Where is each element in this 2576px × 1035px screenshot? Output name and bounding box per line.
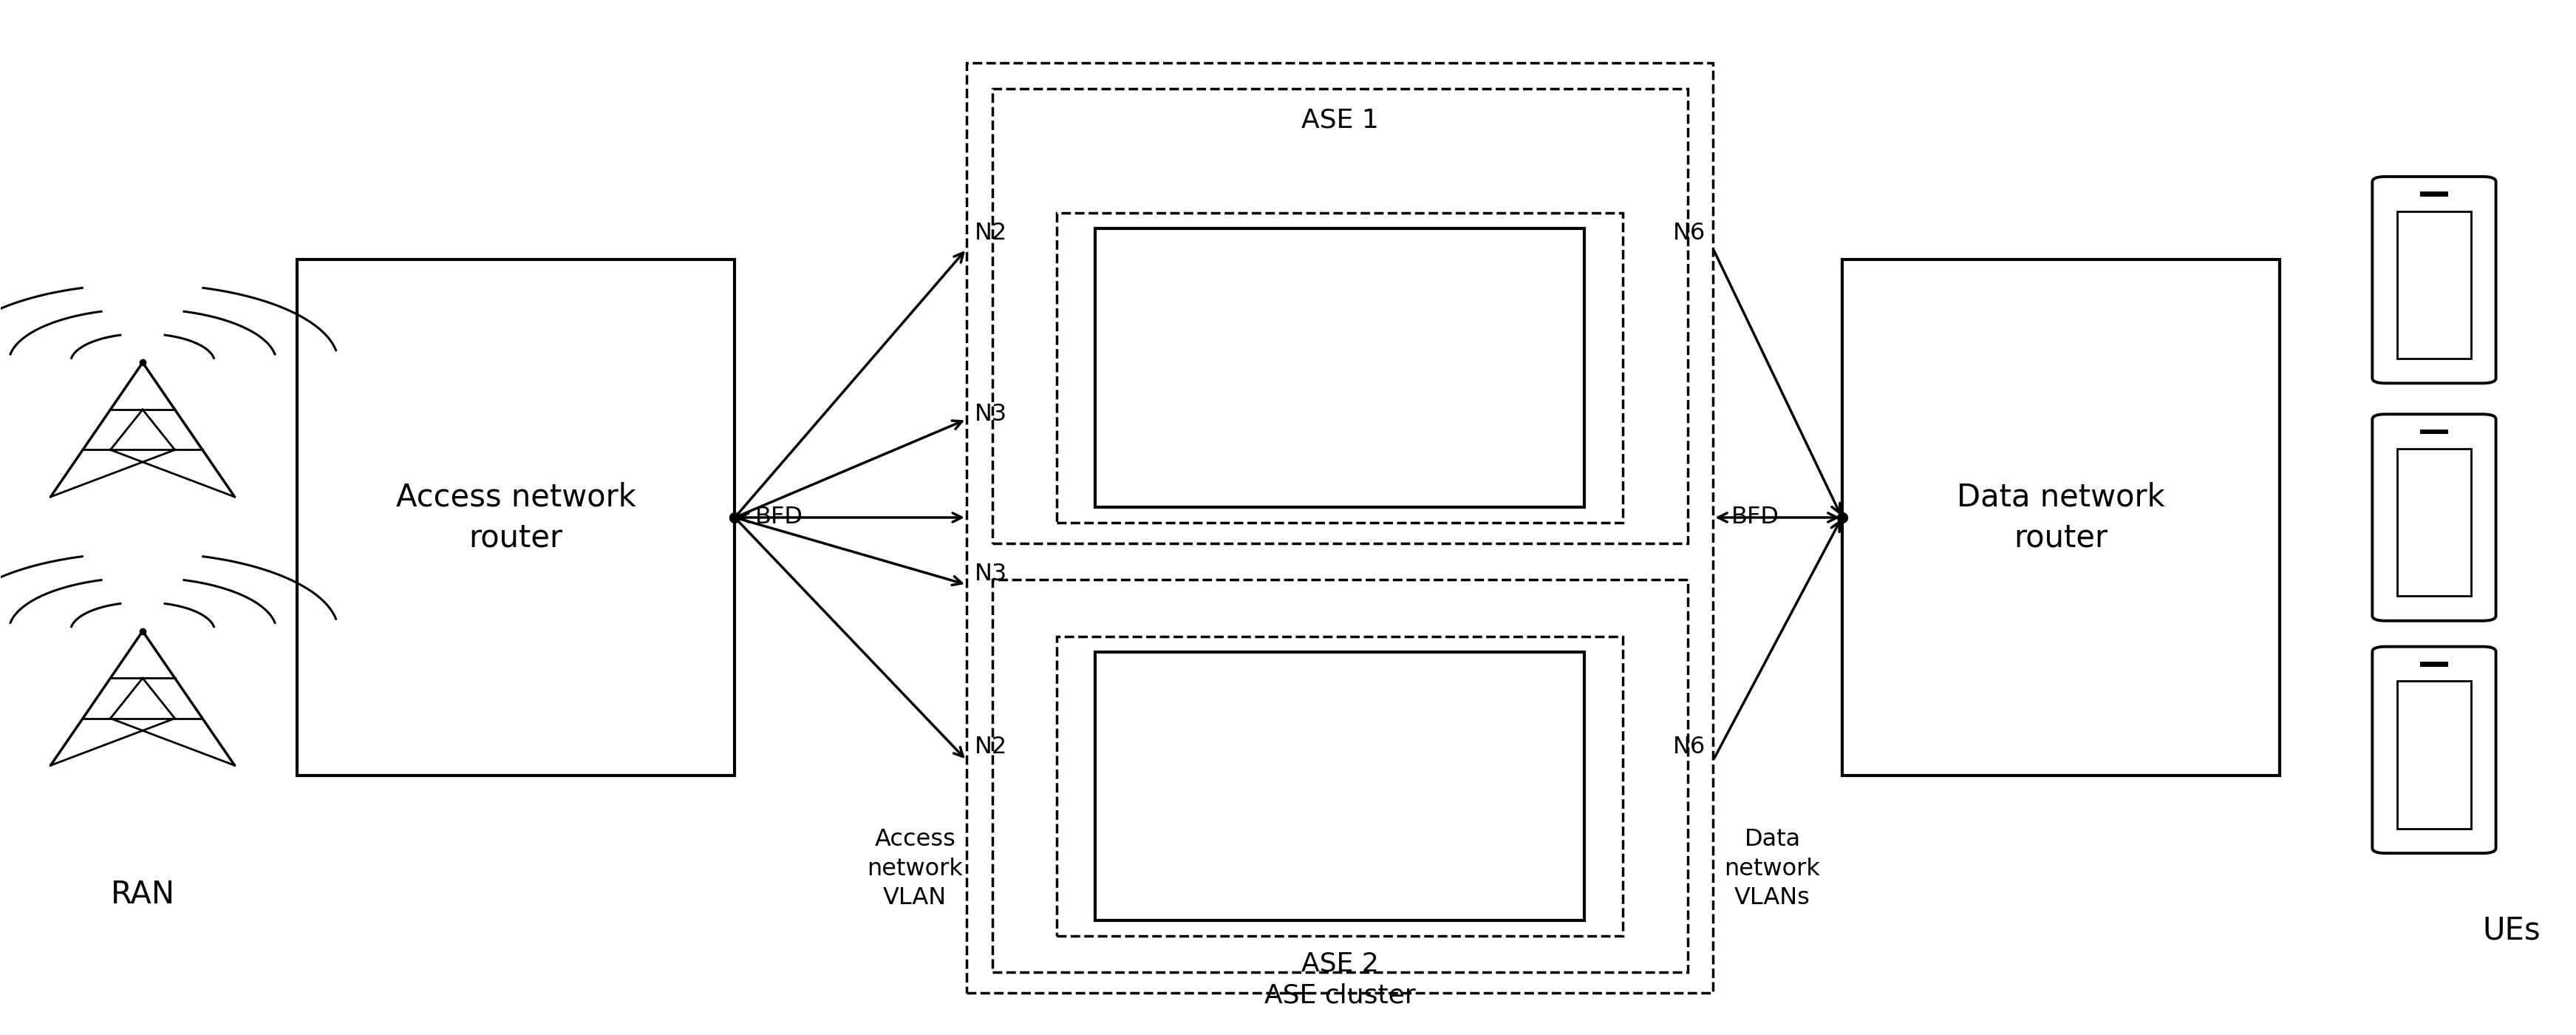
- Text: Data
network
VLANs: Data network VLANs: [1723, 828, 1819, 910]
- Bar: [1095, 229, 1584, 507]
- Text: N6: N6: [1672, 221, 1705, 245]
- Bar: [296, 259, 734, 776]
- Text: BFD: BFD: [755, 506, 804, 529]
- Text: N2: N2: [974, 221, 1007, 245]
- Bar: [2396, 211, 2470, 358]
- Text: UEs: UEs: [2481, 915, 2540, 946]
- Bar: [966, 63, 1713, 993]
- Text: N3: N3: [974, 403, 1007, 425]
- Bar: [1842, 259, 2280, 776]
- Bar: [1095, 652, 1584, 920]
- Text: N2: N2: [974, 735, 1007, 759]
- Bar: [992, 580, 1687, 972]
- Bar: [2396, 681, 2470, 828]
- Text: BFD: BFD: [1731, 506, 1780, 529]
- Bar: [2419, 661, 2447, 667]
- Text: ASE 2: ASE 2: [1301, 951, 1378, 976]
- Bar: [2419, 430, 2447, 434]
- Text: Packet Core: Packet Core: [1260, 355, 1419, 380]
- Text: N6: N6: [1672, 735, 1705, 759]
- Text: ASE cluster: ASE cluster: [1265, 983, 1414, 1008]
- Text: RAN: RAN: [111, 879, 175, 910]
- Bar: [1056, 213, 1623, 523]
- Text: Access network
router: Access network router: [397, 481, 636, 554]
- Bar: [2396, 449, 2470, 596]
- Text: N3: N3: [974, 563, 1007, 586]
- Text: Packet Core: Packet Core: [1260, 758, 1419, 783]
- Text: ASE 1: ASE 1: [1301, 108, 1378, 132]
- Text: Access
network
VLAN: Access network VLAN: [866, 828, 963, 910]
- Bar: [1056, 637, 1623, 936]
- FancyBboxPatch shape: [2372, 414, 2496, 621]
- Bar: [992, 89, 1687, 543]
- Text: Data network
router: Data network router: [1955, 481, 2164, 554]
- FancyBboxPatch shape: [2372, 177, 2496, 383]
- Bar: [2419, 191, 2447, 197]
- Text: AKS cluster: AKS cluster: [1273, 862, 1406, 885]
- FancyBboxPatch shape: [2372, 647, 2496, 853]
